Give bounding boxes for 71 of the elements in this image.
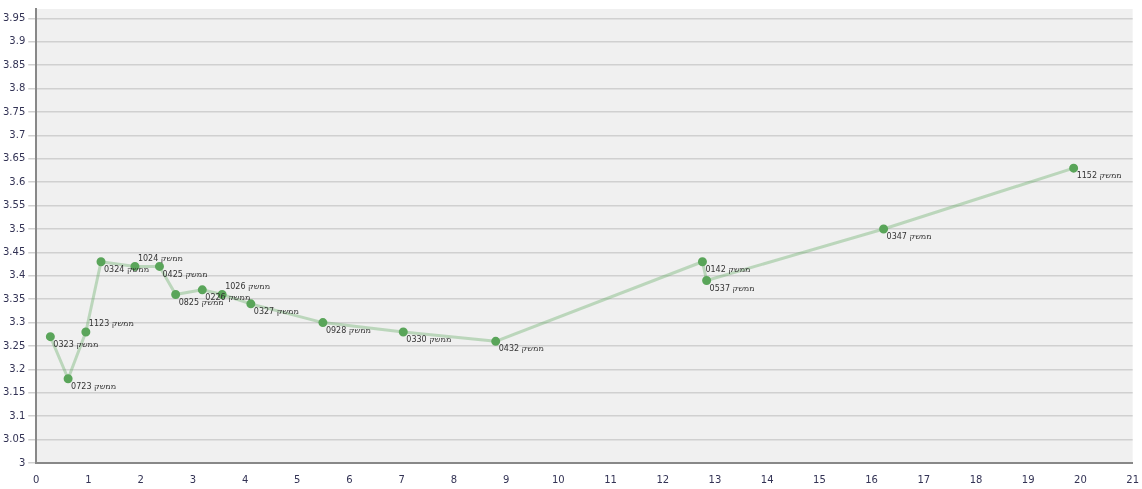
x-tick-label: 21 <box>1126 473 1139 485</box>
data-label: ממשק 0425 <box>162 269 208 279</box>
y-tick-label: 3.9 <box>9 35 26 47</box>
point <box>697 257 707 267</box>
data-label: ממשק 1152 <box>1076 171 1122 181</box>
data-label: ממשק 0347 <box>886 232 932 242</box>
x-tick-label: 19 <box>1021 473 1035 485</box>
x-tick-label: 9 <box>502 473 510 485</box>
x-tick-label: 17 <box>917 473 931 485</box>
point <box>702 275 712 285</box>
point <box>96 257 106 267</box>
y-tick-label: 3.45 <box>3 245 26 257</box>
x-tick-label: 12 <box>656 473 670 485</box>
point <box>398 327 408 337</box>
x-tick-label: 10 <box>551 473 565 485</box>
y-tick-label: 3.2 <box>9 362 26 374</box>
data-label: ממשק 0928 <box>325 325 372 335</box>
y-tick-label: 3.5 <box>9 222 26 234</box>
data-label: ממשק 0330 <box>406 335 452 345</box>
y-tick-label: 3.3 <box>9 316 26 328</box>
x-tick-label: 11 <box>604 473 617 485</box>
point <box>1069 163 1079 173</box>
x-tick-label: 6 <box>346 473 353 485</box>
y-tick-label: 3.05 <box>3 433 26 445</box>
x-tick-label: 3 <box>189 473 197 485</box>
data-label: ממשק 0537 <box>709 283 755 293</box>
point <box>197 285 207 295</box>
data-label: ממשק 0324 <box>104 264 150 274</box>
x-tick-label: 16 <box>865 473 878 485</box>
x-tick-label: 20 <box>1074 473 1087 485</box>
point <box>81 327 91 337</box>
y-tick-label: 3.85 <box>3 58 26 70</box>
y-tick-label: 3.55 <box>3 199 26 211</box>
data-label: ממשק 0323 <box>53 339 99 349</box>
data-label: ממשק 1123 <box>88 319 134 329</box>
y-tick-label: 3.75 <box>3 105 26 117</box>
y-tick-label: 3.4 <box>9 269 26 281</box>
data-label: ממשק 1026 <box>225 281 271 291</box>
x-tick-label: 1 <box>85 473 92 485</box>
x-tick-label: 18 <box>969 473 983 485</box>
x-tick-label: 0 <box>33 473 40 485</box>
data-label: ממשק 0142 <box>705 264 751 274</box>
y-tick-label: 3.35 <box>3 292 26 304</box>
data-label: ממשק 0327 <box>253 306 299 316</box>
point <box>171 290 181 300</box>
x-tick-label: 4 <box>241 473 249 485</box>
point <box>154 261 164 271</box>
y-tick-label: 3.6 <box>9 175 26 187</box>
x-tick-label: 2 <box>137 473 144 485</box>
x-tick-label: 7 <box>398 473 405 485</box>
x-tick-label: 5 <box>294 473 301 485</box>
data-label: ממשק 1024 <box>137 253 184 263</box>
x-tick-label: 8 <box>450 473 458 485</box>
point <box>318 318 328 328</box>
data-label: ממשק 0723 <box>71 381 117 391</box>
x-tick-label: 14 <box>760 473 774 485</box>
point <box>45 332 55 342</box>
x-tick-label: 13 <box>708 473 722 485</box>
x-tick-label: 15 <box>813 473 826 485</box>
point <box>63 374 73 384</box>
y-tick-label: 3.8 <box>9 82 26 94</box>
y-tick-label: 3.65 <box>3 152 26 164</box>
data-label: ממשק 0432 <box>498 344 544 354</box>
y-tick-label: 3 <box>18 456 26 468</box>
y-tick-label: 3.25 <box>3 339 26 351</box>
point <box>491 336 501 346</box>
y-tick-label: 3.95 <box>3 11 26 23</box>
point <box>879 224 889 234</box>
y-tick-label: 3.7 <box>9 128 26 140</box>
y-tick-label: 3.1 <box>9 409 26 421</box>
y-tick-label: 3.15 <box>3 386 26 398</box>
